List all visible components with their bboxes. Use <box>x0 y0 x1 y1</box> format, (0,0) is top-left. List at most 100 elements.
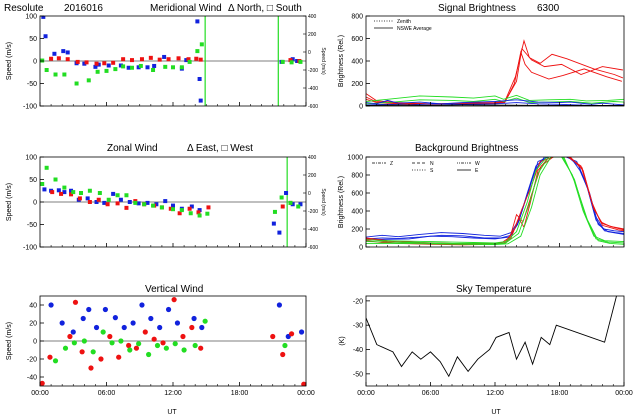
legend-n-label: N <box>430 161 434 167</box>
vertical-point-blue-3 <box>80 315 86 322</box>
vertical-ytick-label-3: 20 <box>29 321 37 328</box>
zonal-point-green-5 <box>79 191 84 195</box>
meridional-point-blue-1 <box>43 34 48 39</box>
zonal-point-red-6 <box>105 202 110 207</box>
meridional-point-red-10 <box>139 57 144 62</box>
zonal-point-green-9 <box>115 193 120 198</box>
zonal-point-blue-14 <box>154 202 159 207</box>
vertical-point-red-16 <box>189 324 195 331</box>
background-series-red-3 <box>366 157 624 246</box>
meridional-point-blue-19 <box>197 77 202 81</box>
zonal-point-green-13 <box>151 203 156 208</box>
vertical-point-blue-5 <box>93 324 100 331</box>
zonal-point-blue-3 <box>62 190 67 195</box>
meridional-ytick-right-label-3: -200 <box>308 68 318 74</box>
sky-xtick-label-0: 00:00 <box>357 390 375 397</box>
sky-xlabel: UT <box>491 409 501 416</box>
meridional-point-red-18 <box>288 58 293 63</box>
sky-xtick-label-2: 12:00 <box>486 390 504 397</box>
meridional-ytick-right-label-4: -400 <box>308 86 318 92</box>
zonal-point-red-8 <box>124 205 129 210</box>
background-ytick-label-3: 600 <box>351 191 363 198</box>
vertical-point-red-12 <box>151 336 157 342</box>
sky-xtick-label-3: 18:00 <box>551 390 569 397</box>
meridional-point-green-11 <box>138 63 143 68</box>
zonal-ytick-label-0: -100 <box>23 245 37 252</box>
background-series-red-5 <box>366 157 624 244</box>
meridional-point-green-6 <box>95 69 100 74</box>
meridional-ytick-label-4: 100 <box>25 14 37 21</box>
meridional-point-green-15 <box>179 65 184 70</box>
legend-zenith-label: Zenith <box>397 19 411 25</box>
background-ytick-label-1: 200 <box>351 227 363 234</box>
meridional-point-red-1 <box>56 56 61 61</box>
signal-wavelength: 6300 <box>537 3 560 14</box>
meridional-ylabel-right: Speed (m/s) <box>320 47 326 75</box>
meridional-point-red-4 <box>84 60 89 65</box>
signal-brightness-panel: Signal Brightness 6300 Brightness (Rel.)… <box>338 3 625 111</box>
zonal-point-red-17 <box>206 205 211 210</box>
meridional-ytick-label-0: -100 <box>23 104 37 111</box>
zonal-point-green-14 <box>159 205 164 210</box>
zonal-point-green-17 <box>188 211 193 216</box>
vertical-point-blue-15 <box>191 315 197 322</box>
zonal-point-green-2 <box>53 177 58 182</box>
sky-ytick-label-0: -50 <box>353 371 363 378</box>
meridional-point-green-18 <box>199 42 204 47</box>
vertical-point-green-15 <box>192 342 198 349</box>
vertical-point-red-5 <box>88 365 94 371</box>
vertical-point-green-6 <box>109 340 115 346</box>
meridional-ytick-label-3: 50 <box>29 36 37 43</box>
meridional-point-blue-3 <box>61 49 66 54</box>
zonal-point-blue-6 <box>85 196 90 201</box>
vertical-point-green-17 <box>282 342 288 349</box>
zonal-point-blue-15 <box>163 199 168 204</box>
zonal-point-green-4 <box>71 190 76 195</box>
vertical-point-blue-6 <box>102 306 108 313</box>
zonal-ytick-label-3: 50 <box>29 177 37 184</box>
zonal-point-green-1 <box>44 165 49 170</box>
zonal-ylabel-right: Speed (m/s) <box>320 188 326 216</box>
meridional-wind-panel: Resolute 2016016 Meridional Wind Δ North… <box>4 3 326 111</box>
zonal-point-green-10 <box>124 193 129 198</box>
zonal-point-blue-11 <box>127 200 132 204</box>
signal-ytick-label-2: 400 <box>351 59 363 66</box>
vertical-point-blue-16 <box>199 324 205 331</box>
meridional-point-green-21 <box>298 59 303 64</box>
sky-ytick-label-3: -20 <box>353 298 363 305</box>
sky-xtick-label-1: 06:00 <box>422 390 440 397</box>
meridional-ytick-right-label-2: 0 <box>308 50 311 56</box>
vertical-point-green-3 <box>81 338 87 344</box>
signal-series-green-4 <box>366 97 624 105</box>
meridional-point-green-3 <box>62 72 67 77</box>
meridional-point-red-7 <box>111 60 116 65</box>
zonal-point-red-3 <box>77 196 82 201</box>
meridional-point-green-4 <box>74 81 79 86</box>
vertical-point-green-11 <box>154 342 161 349</box>
vertical-point-green-8 <box>127 347 133 353</box>
meridional-point-green-5 <box>86 78 91 83</box>
signal-series-red-1 <box>366 39 624 105</box>
vertical-point-red-6 <box>98 356 104 362</box>
meridional-point-green-17 <box>195 49 200 54</box>
zonal-point-blue-22 <box>284 191 289 195</box>
meridional-point-blue-13 <box>145 65 150 70</box>
background-ytick-label-4: 800 <box>351 173 363 180</box>
meridional-legend: Δ North, □ South <box>228 3 302 14</box>
vertical-point-red-4 <box>79 349 85 355</box>
zonal-ytick-label-1: -50 <box>27 222 37 229</box>
vertical-point-blue-8 <box>121 324 127 331</box>
meridional-point-blue-14 <box>152 63 157 68</box>
vertical-wind-panel: Vertical Wind Speed (m/s) UT -40 -20 0 20 40… <box>6 284 315 416</box>
zonal-title: Zonal Wind <box>107 143 158 154</box>
meridional-point-green-20 <box>289 60 294 65</box>
meridional-point-blue-8 <box>96 62 101 67</box>
meridional-title-date: 2016016 <box>64 3 103 14</box>
vertical-point-blue-19 <box>298 329 305 335</box>
meridional-plot-area <box>40 16 306 106</box>
zonal-ytick-label-4: 100 <box>25 155 37 162</box>
background-ylabel: Brightness (Rel.) <box>338 176 345 228</box>
vertical-xlabel: UT <box>167 409 177 416</box>
meridional-point-green-2 <box>53 72 58 77</box>
sky-title: Sky Temperature <box>456 284 532 295</box>
